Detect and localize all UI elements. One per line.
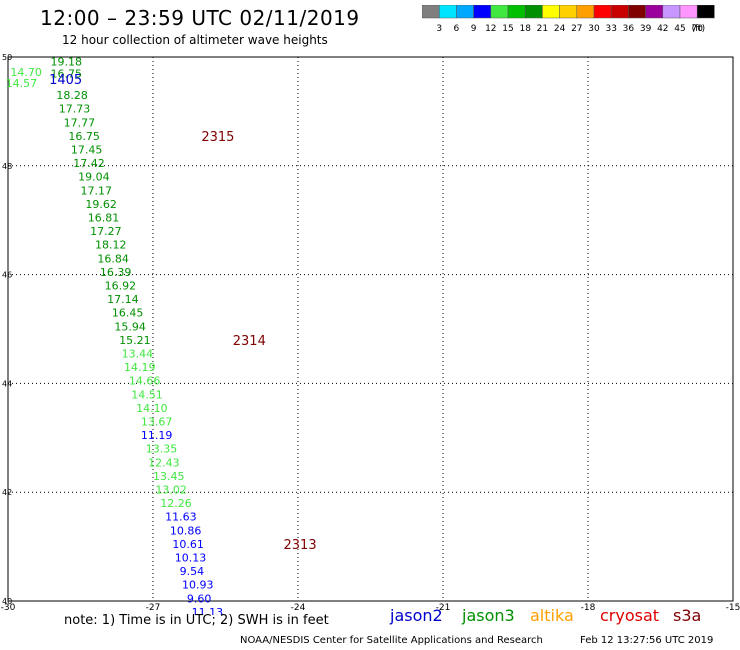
wave-height-label: 11.19 [141,429,173,442]
color-swatch [696,5,715,19]
wave-height-label: 9.60 [187,592,212,605]
wave-height-label: 13.35 [146,443,178,456]
wave-height-label: 16.75 [68,130,100,143]
color-scale-tick: 9 [471,24,477,34]
color-scale-tick: 33 [605,24,616,34]
wave-height-label: 19.04 [78,171,110,184]
footer-timestamp: Feb 12 13:27:56 UTC 2019 [580,635,714,646]
wave-height-label: 17.42 [73,157,105,170]
wave-height-label: 16.92 [105,279,136,292]
page-title: 12:00 – 23:59 UTC 02/11/2019 [40,6,360,30]
plot-frame [7,56,734,602]
wave-height-label: 15.94 [114,320,146,333]
y-tick-label: 44 [2,379,12,388]
wave-height-label: 16.75 [51,67,83,80]
color-scale-tick: 39 [640,24,652,34]
wave-height-label: 11.13 [192,606,224,615]
wave-height-label: 19.18 [51,55,83,68]
wave-height-label: 19.62 [85,198,117,211]
legend-jason2: jason2 [390,606,443,625]
wave-height-label: 15.21 [119,334,150,347]
color-scale-tick: 15 [502,24,513,34]
x-tick-label: -21 [436,603,451,613]
legend-jason3: jason3 [462,606,515,625]
y-tick-label: 48 [2,162,12,171]
wave-height-label: 14.19 [124,361,156,374]
legend-cryosat: cryosat [600,606,660,625]
pass-time-label: 2314 [233,334,266,349]
wave-height-label: 17.27 [90,225,122,238]
color-scale-tick: 45 [674,24,685,34]
color-scale-tick: 6 [454,24,460,34]
wave-height-label: 14.70 [10,66,42,79]
legend-altika: altika [530,606,574,625]
wave-height-label: 9.54 [180,565,205,578]
wave-height-label: 13.67 [141,415,173,428]
wave-height-label: 13.02 [155,483,187,496]
wave-height-label: 12.26 [160,497,192,510]
color-scale-tick: 36 [623,24,635,34]
wave-height-label: 18.28 [56,89,87,102]
x-tick-label: -18 [581,603,596,613]
color-scale-tick: 24 [554,24,566,34]
color-scale-legend: 3 6 9 12 15 18 21 24 27 30 33 36 39 42 45 70(ft) [422,5,715,34]
color-scale-tick: 12 [485,24,496,34]
y-tick-label: 46 [2,271,12,280]
color-scale-tick: 18 [519,24,531,34]
wave-height-label: 17.45 [71,143,103,156]
x-tick-label: -24 [291,603,306,613]
footer-credit: NOAA/NESDIS Center for Satellite Applica… [240,635,543,646]
wave-height-label: 16.45 [112,307,143,320]
color-scale-unit: (ft) [692,24,706,34]
wave-height-label: 10.61 [172,538,204,551]
note-text: note: 1) Time is in UTC; 2) SWH is in fe… [64,613,329,628]
wave-height-label: 17.77 [64,116,95,129]
wave-height-label: 13.44 [122,347,154,360]
pass-time-label: 2315 [201,130,234,145]
wave-height-label: 14.66 [129,375,161,388]
wave-height-label: 10.86 [170,524,202,537]
pass-time-label: 1405 [49,73,82,88]
color-scale-tick: 30 [588,24,600,34]
color-scale-tick: 70 [691,24,703,34]
x-tick-label: -30 [1,603,16,613]
wave-height-label: 16.84 [97,252,128,265]
pass-time-label: 2313 [284,538,317,553]
wave-height-label: 11.63 [165,511,197,524]
x-tick-label: -27 [146,603,161,613]
color-scale-tick: 21 [537,24,548,34]
wave-height-label: 12.43 [148,456,180,469]
wave-height-label: 14.51 [131,388,163,401]
page-subtitle: 12 hour collection of altimeter wave hei… [62,33,328,47]
wave-height-label: 14.10 [136,402,168,415]
color-scale-tick: 27 [571,24,582,34]
wave-height-label: 17.73 [59,103,91,116]
wave-height-label: 17.17 [81,184,113,197]
wave-height-label: 14.57 [6,77,37,90]
wave-height-label: 16.39 [100,266,132,279]
color-scale-tick: 42 [657,24,668,34]
wave-height-label: 10.93 [182,579,214,592]
y-tick-label: 50 [2,53,12,62]
y-tick-label: 42 [2,488,12,497]
wave-height-label: 17.14 [107,293,139,306]
wave-height-label: 16.81 [88,211,120,224]
legend-s3a: s3a [673,606,702,625]
wave-height-label: 18.12 [95,239,127,252]
wave-height-label: 13.45 [153,470,185,483]
color-scale-tick: 3 [436,24,442,34]
wave-height-chart: -30 -27 -24 -21 -18 -15 40 42 44 46 48 50 19.18 14.70… [1,53,740,615]
x-tick-label: -15 [726,603,740,613]
wave-height-label: 10.13 [175,551,207,564]
y-tick-label: 40 [2,597,12,606]
